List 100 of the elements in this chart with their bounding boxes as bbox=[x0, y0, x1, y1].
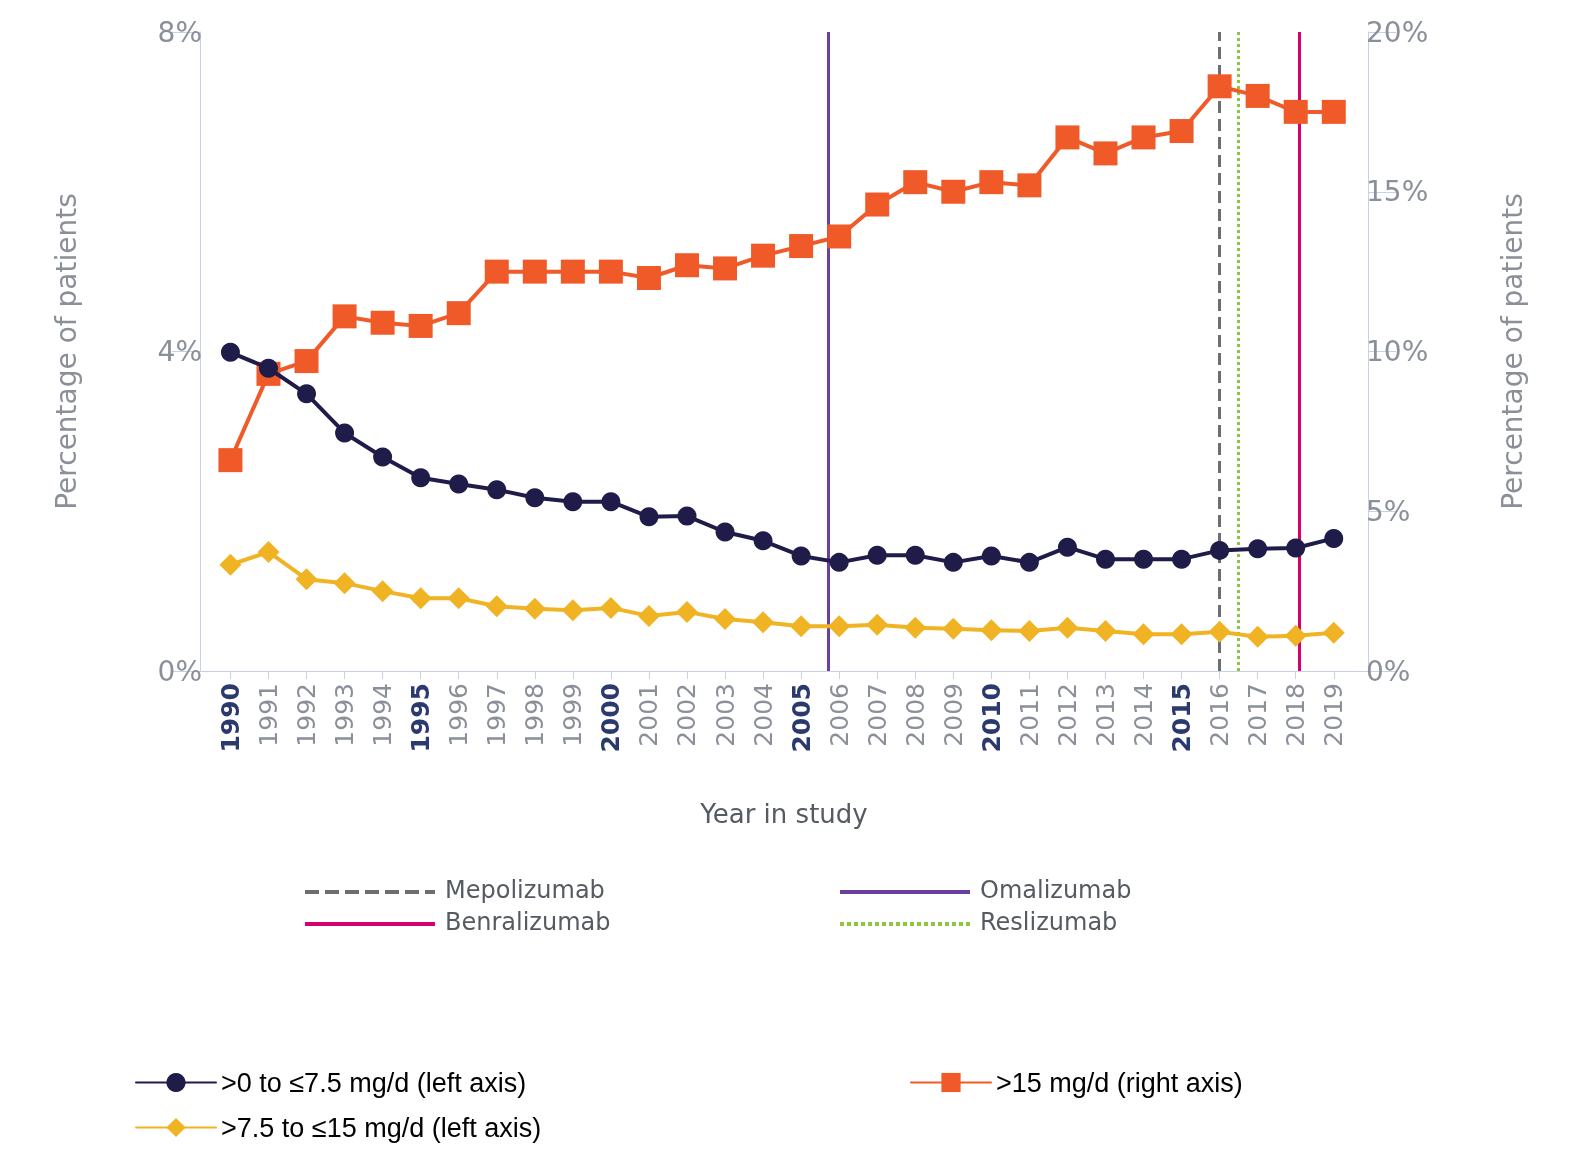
point bbox=[1057, 537, 1077, 557]
x-tick-label: 1990 bbox=[215, 683, 245, 753]
point bbox=[598, 259, 623, 284]
point bbox=[979, 170, 1004, 195]
point bbox=[829, 552, 849, 572]
x-tick-label: 2005 bbox=[786, 683, 816, 753]
point bbox=[865, 192, 890, 217]
point bbox=[371, 580, 394, 603]
point bbox=[335, 423, 355, 443]
point bbox=[219, 553, 242, 576]
x-tick-label: 2015 bbox=[1167, 683, 1197, 753]
point bbox=[447, 587, 470, 610]
point bbox=[522, 259, 547, 284]
x-tick-label: 2001 bbox=[634, 683, 664, 747]
x-tick-label: 2008 bbox=[900, 683, 930, 747]
x-tick-label: 1999 bbox=[558, 683, 588, 747]
point bbox=[523, 597, 546, 620]
x-tick-label: 2000 bbox=[596, 683, 626, 753]
point bbox=[295, 568, 318, 591]
y2-tick-label: 20% bbox=[1366, 15, 1429, 49]
point bbox=[599, 596, 622, 619]
legend-label: >0 to ≤7.5 mg/d (left axis) bbox=[221, 1067, 527, 1098]
point bbox=[715, 522, 735, 542]
y-axis-title: Percentage of patients bbox=[49, 193, 83, 510]
point bbox=[1094, 620, 1117, 643]
point bbox=[827, 224, 852, 249]
legend-label: Reslizumab bbox=[980, 908, 1118, 936]
point bbox=[1131, 125, 1156, 150]
x-tick-label: 2012 bbox=[1052, 683, 1082, 747]
point bbox=[411, 468, 431, 488]
point bbox=[1248, 539, 1268, 559]
x-tick-label: 2003 bbox=[710, 683, 740, 747]
point bbox=[1245, 83, 1270, 108]
point bbox=[560, 259, 585, 284]
point bbox=[1207, 74, 1232, 99]
y-tick-label: 4% bbox=[157, 335, 202, 368]
x-tick-label: 2013 bbox=[1090, 683, 1120, 747]
point bbox=[903, 170, 928, 195]
point bbox=[866, 613, 889, 636]
point bbox=[487, 480, 507, 500]
point bbox=[980, 619, 1003, 642]
y2-tick-label: 5% bbox=[1366, 494, 1411, 528]
point bbox=[220, 342, 240, 362]
point bbox=[942, 617, 965, 640]
point bbox=[1321, 99, 1346, 124]
legend-label: >7.5 to ≤15 mg/d (left axis) bbox=[221, 1112, 542, 1143]
point bbox=[677, 506, 697, 526]
point bbox=[905, 545, 925, 565]
y2-tick-label: 15% bbox=[1366, 175, 1429, 209]
x-tick-label: 2007 bbox=[862, 683, 892, 747]
point bbox=[828, 615, 851, 638]
x-axis-title: Year in study bbox=[699, 799, 868, 829]
point bbox=[1132, 623, 1155, 646]
point bbox=[751, 243, 776, 268]
point bbox=[867, 545, 887, 565]
point bbox=[1246, 625, 1269, 648]
point bbox=[637, 604, 660, 627]
point bbox=[1169, 119, 1194, 144]
legend-label: Omalizumab bbox=[980, 876, 1132, 904]
y2-axis-title: Percentage of patients bbox=[1495, 193, 1529, 510]
point bbox=[1017, 173, 1042, 198]
point bbox=[561, 599, 584, 622]
point bbox=[601, 492, 621, 512]
point bbox=[294, 349, 319, 374]
x-tick-label: 2004 bbox=[748, 683, 778, 747]
point bbox=[370, 310, 395, 335]
legend-label: >15 mg/d (right axis) bbox=[996, 1067, 1243, 1098]
x-tick-label: 1992 bbox=[292, 683, 322, 747]
x-tick-label: 2014 bbox=[1129, 683, 1159, 747]
x-tick-label: 1998 bbox=[520, 683, 550, 747]
point bbox=[1019, 552, 1039, 572]
point bbox=[1096, 549, 1115, 569]
point bbox=[1324, 528, 1344, 548]
x-tick-label: 1996 bbox=[444, 683, 474, 747]
point bbox=[1283, 99, 1308, 124]
point bbox=[373, 447, 393, 467]
point bbox=[257, 540, 280, 563]
point bbox=[636, 266, 661, 291]
y-tick-label: 0% bbox=[157, 654, 202, 688]
x-tick-label: 1995 bbox=[406, 683, 436, 753]
x-tick-label: 1994 bbox=[368, 683, 398, 747]
point bbox=[484, 259, 509, 284]
point bbox=[408, 313, 433, 338]
legend-label: Mepolizumab bbox=[445, 876, 605, 904]
point bbox=[297, 384, 317, 404]
y-tick-label: 8% bbox=[157, 15, 202, 49]
point bbox=[1093, 141, 1118, 166]
x-tick-label: 2009 bbox=[938, 683, 968, 747]
point bbox=[525, 488, 545, 508]
point bbox=[332, 304, 357, 329]
point bbox=[1018, 620, 1041, 643]
point bbox=[791, 546, 811, 566]
point bbox=[752, 611, 775, 634]
x-tick-label: 2016 bbox=[1205, 683, 1235, 747]
x-tick-label: 1993 bbox=[330, 683, 360, 747]
point bbox=[1286, 538, 1306, 558]
point bbox=[790, 615, 813, 638]
point bbox=[446, 301, 471, 326]
point bbox=[449, 474, 469, 494]
legend-label: Benralizumab bbox=[445, 908, 611, 936]
